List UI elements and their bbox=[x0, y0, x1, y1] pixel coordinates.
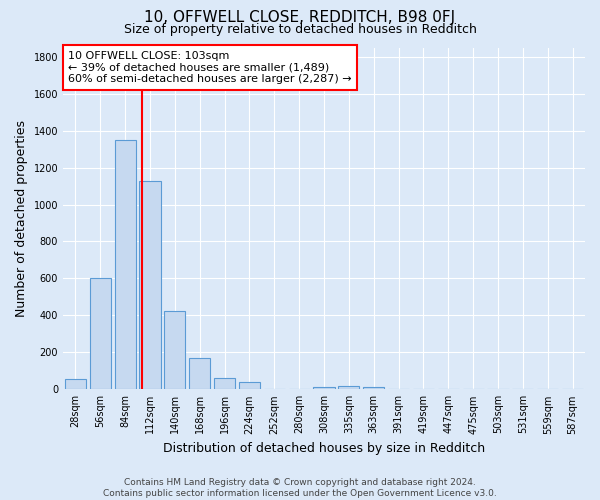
Bar bbox=[65, 379, 86, 390]
Bar bbox=[90, 278, 111, 390]
Bar bbox=[214, 378, 235, 390]
Bar bbox=[363, 388, 384, 390]
Bar bbox=[164, 311, 185, 390]
Text: 10, OFFWELL CLOSE, REDDITCH, B98 0FJ: 10, OFFWELL CLOSE, REDDITCH, B98 0FJ bbox=[145, 10, 455, 25]
Text: Size of property relative to detached houses in Redditch: Size of property relative to detached ho… bbox=[124, 22, 476, 36]
Bar bbox=[189, 358, 211, 390]
Bar bbox=[115, 140, 136, 390]
Bar bbox=[239, 382, 260, 390]
Bar bbox=[338, 386, 359, 390]
Text: Contains HM Land Registry data © Crown copyright and database right 2024.
Contai: Contains HM Land Registry data © Crown c… bbox=[103, 478, 497, 498]
Bar bbox=[139, 180, 161, 390]
Bar bbox=[313, 386, 335, 390]
X-axis label: Distribution of detached houses by size in Redditch: Distribution of detached houses by size … bbox=[163, 442, 485, 455]
Y-axis label: Number of detached properties: Number of detached properties bbox=[15, 120, 28, 317]
Text: 10 OFFWELL CLOSE: 103sqm
← 39% of detached houses are smaller (1,489)
60% of sem: 10 OFFWELL CLOSE: 103sqm ← 39% of detach… bbox=[68, 51, 352, 84]
